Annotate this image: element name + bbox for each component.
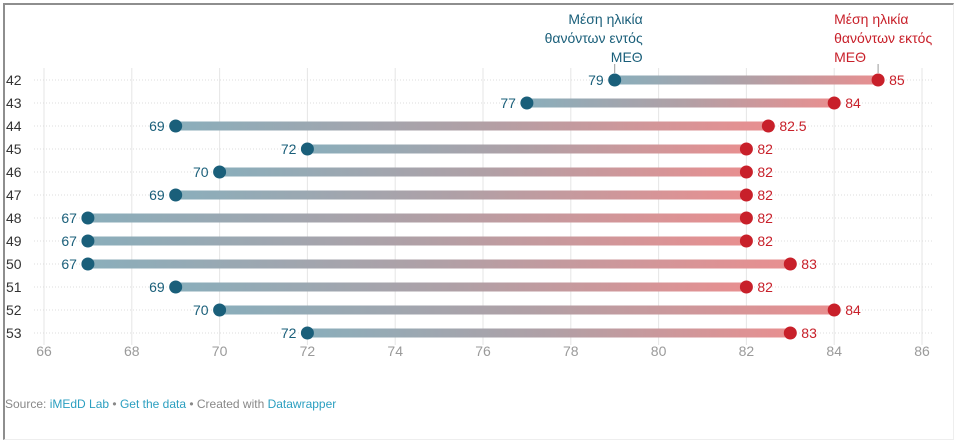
x-tick-label: 66 [36, 343, 52, 359]
dot-outside-icu [761, 119, 775, 133]
range-bar [175, 121, 769, 131]
row-label: 43 [6, 95, 22, 111]
range-bar [307, 328, 791, 338]
dot-outside-icu [739, 211, 753, 225]
value-label-outside-icu: 84 [845, 95, 861, 111]
row-label: 44 [6, 118, 22, 134]
datawrapper-link[interactable]: Datawrapper [267, 397, 337, 411]
dot-inside-icu [81, 211, 95, 225]
legend-label: ΜΕΘ [834, 49, 866, 65]
row-label: 51 [6, 279, 22, 295]
footer: Source: iMEdD Lab • Get the data • Creat… [5, 397, 336, 411]
value-label-outside-icu: 82.5 [779, 118, 806, 134]
dot-inside-icu [169, 188, 183, 202]
dot-inside-icu [169, 119, 183, 133]
legend-label: θανόντων εκτός [834, 30, 932, 46]
dot-inside-icu [608, 73, 622, 87]
value-label-inside-icu: 70 [193, 164, 209, 180]
x-tick-label: 76 [475, 343, 491, 359]
value-label-outside-icu: 82 [757, 210, 773, 226]
value-label-inside-icu: 77 [500, 95, 516, 111]
dot-outside-icu [739, 280, 753, 294]
x-tick-label: 82 [739, 343, 755, 359]
value-label-inside-icu: 69 [149, 118, 165, 134]
value-label-inside-icu: 72 [281, 141, 297, 157]
get-data-link[interactable]: Get the data [119, 397, 186, 411]
dot-inside-icu [213, 165, 227, 179]
source-link[interactable]: iMEdD Lab [49, 397, 110, 411]
value-label-inside-icu: 79 [588, 72, 604, 88]
value-label-outside-icu: 83 [801, 325, 817, 341]
range-bar [219, 167, 747, 177]
value-label-inside-icu: 67 [61, 256, 77, 272]
value-label-inside-icu: 70 [193, 302, 209, 318]
separator: • [186, 397, 197, 411]
value-label-outside-icu: 82 [757, 164, 773, 180]
x-tick-label: 68 [124, 343, 140, 359]
value-label-outside-icu: 82 [757, 279, 773, 295]
value-label-outside-icu: 82 [757, 141, 773, 157]
range-bar [175, 190, 747, 200]
separator: • [109, 397, 120, 411]
x-tick-label: 72 [300, 343, 316, 359]
dot-outside-icu [827, 96, 841, 110]
row-label: 45 [6, 141, 22, 157]
dot-outside-icu [783, 326, 797, 340]
range-bar [87, 236, 747, 246]
value-label-inside-icu: 69 [149, 279, 165, 295]
legend-label: θανόντων εντός [545, 30, 643, 46]
row-label: 42 [6, 72, 22, 88]
range-bar [87, 213, 747, 223]
x-tick-label: 84 [826, 343, 842, 359]
dot-inside-icu [520, 96, 534, 110]
dot-outside-icu [783, 257, 797, 271]
dot-inside-icu [213, 303, 227, 317]
x-tick-label: 86 [914, 343, 930, 359]
value-label-inside-icu: 72 [281, 325, 297, 341]
range-bar [614, 75, 879, 85]
row-label: 48 [6, 210, 22, 226]
legend-label: Μέση ηλικία [568, 11, 642, 27]
value-label-outside-icu: 85 [889, 72, 905, 88]
value-label-inside-icu: 67 [61, 210, 77, 226]
chart-frame [3, 3, 954, 440]
legend-label: Μέση ηλικία [834, 11, 908, 27]
value-label-outside-icu: 83 [801, 256, 817, 272]
range-bar [307, 144, 747, 154]
dot-outside-icu [739, 142, 753, 156]
dot-inside-icu [300, 142, 314, 156]
row-label: 53 [6, 325, 22, 341]
dot-inside-icu [300, 326, 314, 340]
dot-outside-icu [739, 234, 753, 248]
dot-outside-icu [739, 188, 753, 202]
value-label-inside-icu: 69 [149, 187, 165, 203]
value-label-outside-icu: 82 [757, 187, 773, 203]
row-label: 49 [6, 233, 22, 249]
row-label: 50 [6, 256, 22, 272]
row-label: 52 [6, 302, 22, 318]
range-bar [87, 259, 791, 269]
range-bar [175, 282, 747, 292]
dot-outside-icu [827, 303, 841, 317]
dot-inside-icu [81, 234, 95, 248]
row-label: 46 [6, 164, 22, 180]
dot-inside-icu [81, 257, 95, 271]
x-tick-label: 70 [212, 343, 228, 359]
row-label: 47 [6, 187, 22, 203]
x-tick-label: 74 [387, 343, 403, 359]
range-bar [219, 305, 835, 315]
dot-outside-icu [871, 73, 885, 87]
value-label-outside-icu: 84 [845, 302, 861, 318]
value-label-outside-icu: 82 [757, 233, 773, 249]
range-bar [526, 98, 835, 108]
source-prefix: Source: [5, 397, 50, 411]
created-prefix: Created with [196, 397, 268, 411]
legend-label: ΜΕΘ [611, 49, 643, 65]
value-label-inside-icu: 67 [61, 233, 77, 249]
dot-outside-icu [739, 165, 753, 179]
x-tick-label: 80 [651, 343, 667, 359]
x-tick-label: 78 [563, 343, 579, 359]
dot-inside-icu [169, 280, 183, 294]
